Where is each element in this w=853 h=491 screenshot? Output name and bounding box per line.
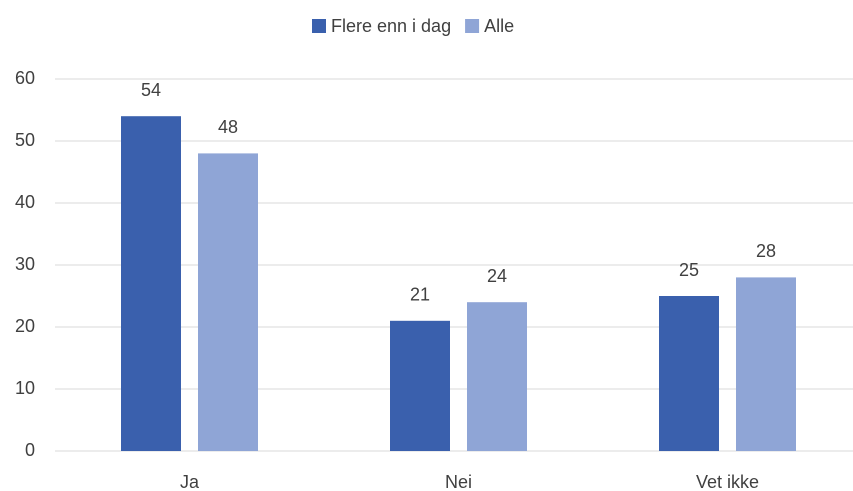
y-tick-label: 50	[15, 130, 35, 150]
x-tick-label: Ja	[180, 472, 200, 491]
x-tick-label: Vet ikke	[696, 472, 759, 491]
data-label: 21	[410, 285, 430, 305]
y-tick-label: 0	[25, 440, 35, 460]
bar	[659, 296, 719, 451]
bar	[121, 116, 181, 451]
bar	[198, 153, 258, 451]
legend-swatch	[465, 19, 480, 33]
y-tick-label: 60	[15, 68, 35, 88]
data-label: 28	[756, 241, 776, 261]
legend-label: Flere enn i dag	[331, 16, 451, 36]
y-tick-label: 40	[15, 192, 35, 212]
legend-label: Alle	[484, 16, 514, 36]
bar	[467, 302, 527, 451]
x-tick-label: Nei	[445, 472, 472, 491]
bar	[390, 320, 450, 451]
y-tick-label: 20	[15, 316, 35, 336]
y-tick-label: 30	[15, 254, 35, 274]
data-label: 54	[141, 80, 161, 100]
data-label: 48	[218, 117, 238, 137]
bar	[736, 277, 796, 451]
y-tick-label: 10	[15, 378, 35, 398]
legend-swatch	[312, 19, 326, 33]
data-label: 24	[487, 266, 507, 286]
data-label: 25	[679, 260, 699, 280]
